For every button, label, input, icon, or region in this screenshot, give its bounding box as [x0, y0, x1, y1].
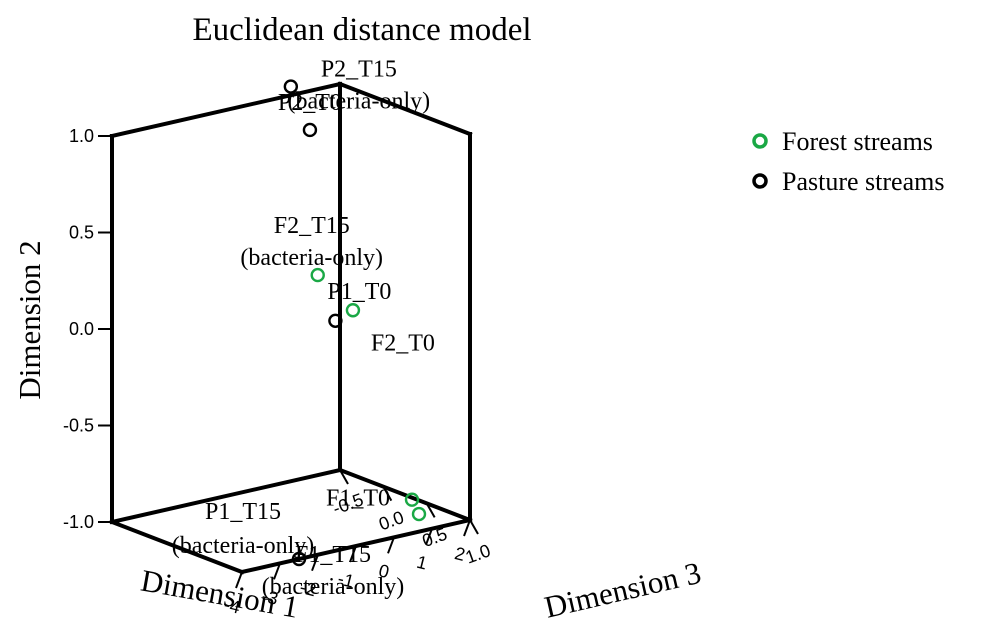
z-axis-label: Dimension 3 [541, 555, 704, 625]
z-tick-label: 1.0 [463, 540, 493, 567]
z-tick-mark [469, 519, 479, 535]
data-point-marker [411, 506, 427, 522]
x-tick-label: -1 [336, 568, 356, 591]
y-tick-label: -1.0 [63, 512, 94, 532]
data-point-marker [404, 492, 420, 507]
data-point-marker [345, 303, 361, 318]
z-tick-mark [339, 469, 349, 485]
x-tick-label: 1 [415, 552, 430, 574]
x-tick-label: -2 [298, 577, 318, 600]
x-tick-label: -3 [260, 586, 280, 609]
chart-title: Euclidean distance model [192, 12, 531, 48]
data-point-marker [310, 267, 325, 283]
x-tick-mark [425, 528, 433, 546]
y-tick-label: 0.5 [69, 223, 94, 243]
z-tick-label: 0.5 [419, 524, 449, 551]
x-tick-mark [349, 545, 357, 563]
box-edge-floor-left [109, 519, 245, 575]
z-tick-mark [425, 502, 436, 518]
x-tick-label: 0 [377, 560, 392, 582]
x-tick-label: -4 [222, 594, 242, 617]
data-point-label: P1_T0 [327, 279, 391, 305]
x-tick-label: 2 [453, 543, 468, 565]
data-point-label: F2_T15 [274, 213, 350, 239]
x-tick-mark [235, 571, 243, 589]
legend-label: Pasture streams [782, 167, 944, 196]
data-point-label: P2_T15 [321, 57, 397, 83]
box-edge-back-top-right [337, 81, 473, 137]
x-tick-mark [273, 562, 281, 580]
legend: Forest streams Pasture streams [752, 127, 944, 196]
y-tick-label: 0.0 [69, 319, 94, 339]
legend-label: Forest streams [782, 127, 933, 156]
data-point-label: P1_T15 [205, 499, 281, 525]
data-points: F2_T15(bacteria-only)F2_T0F1_T0F1_T15(ba… [172, 57, 435, 600]
y-axis-label: Dimension 2 [12, 240, 47, 399]
x-tick-mark [387, 536, 395, 554]
x-axis-ticks: -4 -3 -2 -1 0 1 2 [222, 519, 471, 618]
legend-marker [752, 133, 768, 149]
box-edge-floor-right-back [337, 467, 473, 523]
legend-marker [752, 173, 768, 189]
data-point-marker [283, 79, 299, 94]
y-axis-ticks: -1.0 -0.5 0.0 0.5 1.0 [63, 126, 112, 532]
z-tick-mark [382, 486, 393, 502]
y-tick-label: 1.0 [69, 126, 94, 146]
y-tick-label: -0.5 [63, 416, 94, 436]
data-point-label: F1_T0 [326, 486, 390, 512]
box-edge-back-top-left [109, 81, 343, 139]
data-point-sublabel: (bacteria-only) [240, 245, 383, 271]
data-point-marker [291, 551, 307, 567]
data-point-label: F1_T15 [295, 542, 371, 568]
data-point-marker [328, 313, 343, 328]
plot-box [109, 81, 473, 575]
data-point-sublabel: (bacteria-only) [172, 533, 315, 559]
x-tick-mark [311, 554, 319, 572]
box-edge-back-bottom [109, 467, 343, 525]
x-tick-mark [463, 519, 471, 537]
data-point-sublabel: (bacteria-only) [288, 89, 431, 115]
data-point-sublabel: (bacteria-only) [262, 574, 405, 600]
data-point-label: F2_T0 [371, 330, 435, 356]
data-point-marker [302, 122, 318, 138]
data-point-label: P2_T0 [278, 90, 342, 116]
